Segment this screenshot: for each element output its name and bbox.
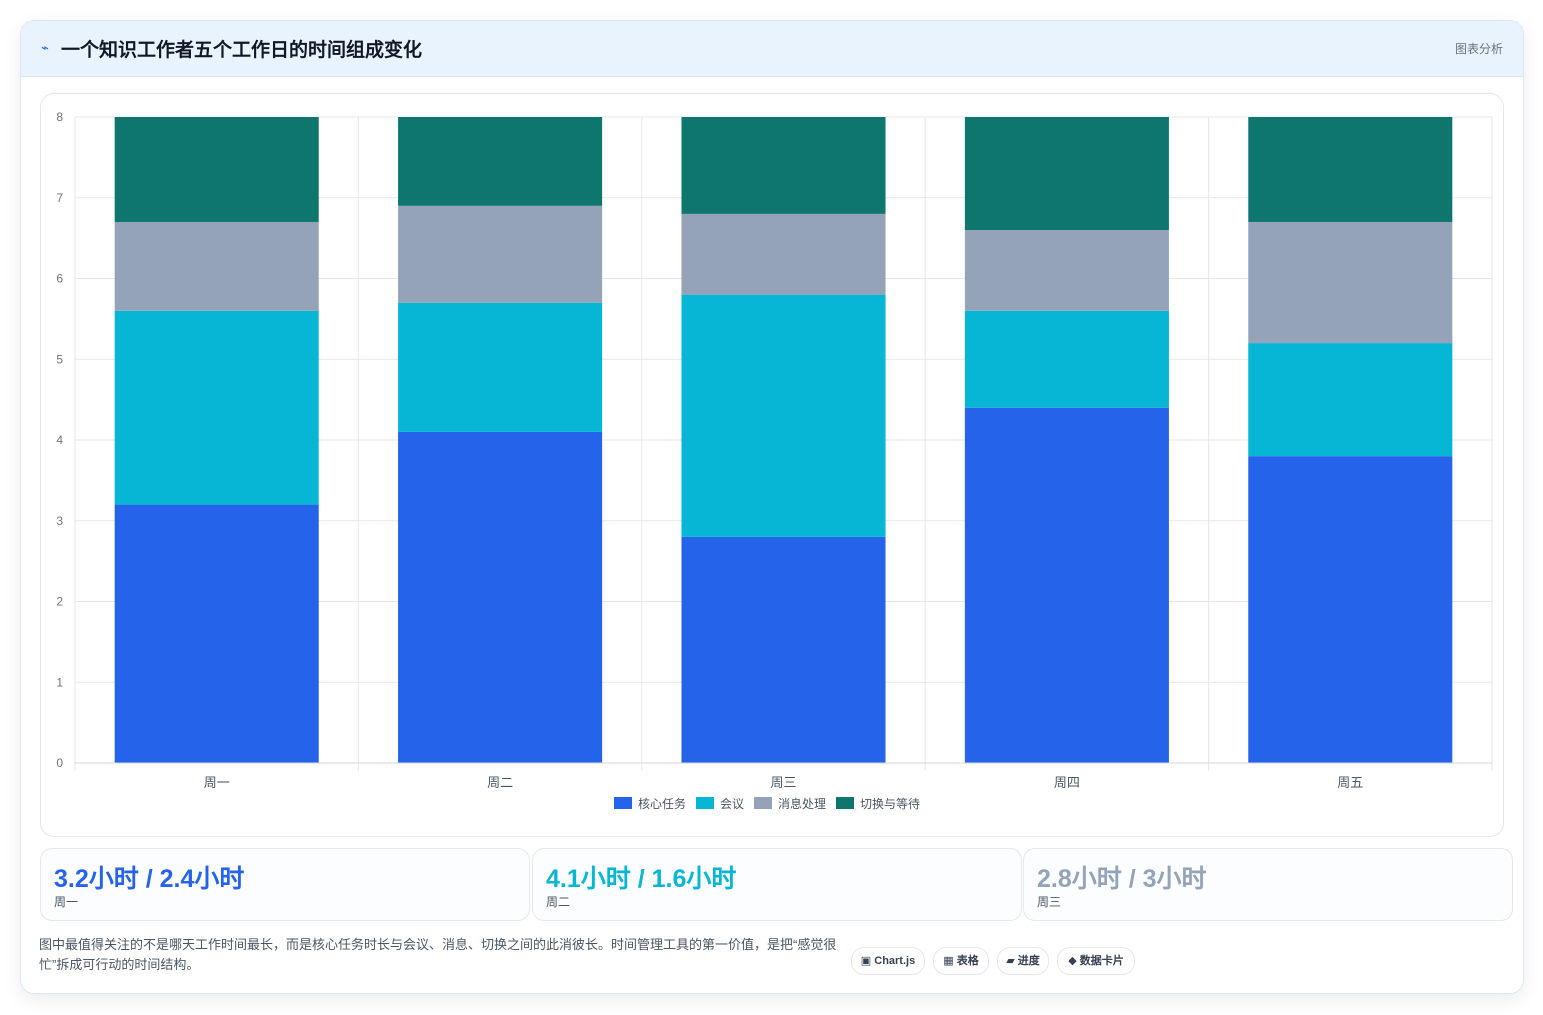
chart-card: 0 1 2 3 4 5 6 7 8 周一 周二 周三 周四 周五 核心任务 会议 消息处理 切换与等待 <box>40 93 1504 837</box>
bar-segment[interactable] <box>964 230 1169 311</box>
bar-segment[interactable] <box>681 536 886 763</box>
y-tick-label: 4 <box>56 433 63 447</box>
stat-label: 周二 <box>546 895 571 909</box>
bar-segment[interactable] <box>1248 117 1453 222</box>
bar-segment[interactable] <box>681 294 886 537</box>
legend-label[interactable]: 消息处理 <box>778 796 826 811</box>
legend-label[interactable]: 切换与等待 <box>860 797 920 811</box>
x-tick-label: 周五 <box>1337 775 1363 790</box>
bar-segment[interactable] <box>114 504 319 763</box>
y-tick-label: 3 <box>56 514 63 528</box>
legend[interactable]: 核心任务 会议 消息处理 切换与等待 <box>614 796 920 811</box>
pill-table[interactable]: ▦ 表格 <box>933 947 989 975</box>
legend-swatch[interactable] <box>614 797 632 809</box>
legend-swatch[interactable] <box>696 797 714 809</box>
y-tick-label: 6 <box>56 272 63 286</box>
bar-segment[interactable] <box>398 205 603 303</box>
bar-segment[interactable] <box>398 117 603 206</box>
bar-segment[interactable] <box>114 310 319 505</box>
stat-value: 2.8小时 / 3小时 <box>1037 865 1207 893</box>
pill-chartjs[interactable]: ▣ Chart.js <box>851 947 925 975</box>
bars <box>114 117 1453 763</box>
y-tick-label: 5 <box>56 352 63 366</box>
y-tick-label: 1 <box>56 675 63 689</box>
bar-segment[interactable] <box>398 302 603 432</box>
legend-label[interactable]: 核心任务 <box>638 796 686 811</box>
legend-swatch[interactable] <box>836 797 854 809</box>
header-tag: 图表分析 <box>1454 42 1503 56</box>
stat-card-1: 3.2小时 / 2.4小时 周一 <box>40 848 530 921</box>
analysis-note: 图中最值得关注的不是哪天工作时间最长，而是核心任务时长与会议、消息、切换之间的此… <box>39 937 837 972</box>
x-tick-label: 周一 <box>204 775 230 790</box>
bar-segment[interactable] <box>1248 221 1453 344</box>
bar-segment[interactable] <box>964 407 1169 763</box>
bar-segment[interactable] <box>1248 343 1453 457</box>
page-title: 一个知识工作者五个工作日的时间组成变化 <box>61 40 423 61</box>
y-tick-label: 7 <box>56 191 63 205</box>
stat-card-3: 2.8小时 / 3小时 周三 <box>1023 848 1513 921</box>
pill-progress[interactable]: ▰ 进度 <box>997 947 1049 975</box>
bar-segment[interactable] <box>681 117 886 214</box>
y-tick-label: 0 <box>56 756 63 770</box>
bar-segment[interactable] <box>1248 456 1453 763</box>
stat-value: 3.2小时 / 2.4小时 <box>54 865 245 893</box>
bar-segment[interactable] <box>114 117 319 222</box>
bar-segment[interactable] <box>114 221 319 311</box>
stat-label: 周一 <box>54 895 79 909</box>
legend-swatch[interactable] <box>754 797 772 809</box>
stat-card-2: 4.1小时 / 1.6小时 周二 <box>532 848 1022 921</box>
bar-segment[interactable] <box>964 310 1169 408</box>
y-tick-label: 2 <box>56 595 63 609</box>
stat-label: 周三 <box>1037 895 1062 909</box>
x-tick-label: 周四 <box>1054 775 1080 790</box>
stacked-bar-chart: 0 1 2 3 4 5 6 7 8 周一 周二 周三 周四 周五 核心任务 会议 消息处理 切换与等待 <box>56 110 1493 811</box>
bar-segment[interactable] <box>964 117 1169 231</box>
stat-value: 4.1小时 / 1.6小时 <box>546 865 737 893</box>
legend-label[interactable]: 会议 <box>720 797 744 811</box>
chart-panel: ⌁ 一个知识工作者五个工作日的时间组成变化 图表分析 0 1 2 3 4 5 6 7 8 周一 周二… <box>20 20 1524 994</box>
axes: 0 1 2 3 4 5 6 7 8 周一 周二 周三 周四 周五 <box>56 110 1492 790</box>
y-tick-label: 8 <box>56 110 63 124</box>
lightning-icon: ⌁ <box>41 40 49 55</box>
panel-header: ⌁ 一个知识工作者五个工作日的时间组成变化 图表分析 <box>21 21 1523 77</box>
x-tick-label: 周三 <box>770 775 796 790</box>
x-tick-label: 周二 <box>487 775 513 790</box>
bar-segment[interactable] <box>398 431 603 763</box>
bar-segment[interactable] <box>681 213 886 295</box>
pill-data-card[interactable]: ◆ 数据卡片 <box>1057 947 1135 975</box>
